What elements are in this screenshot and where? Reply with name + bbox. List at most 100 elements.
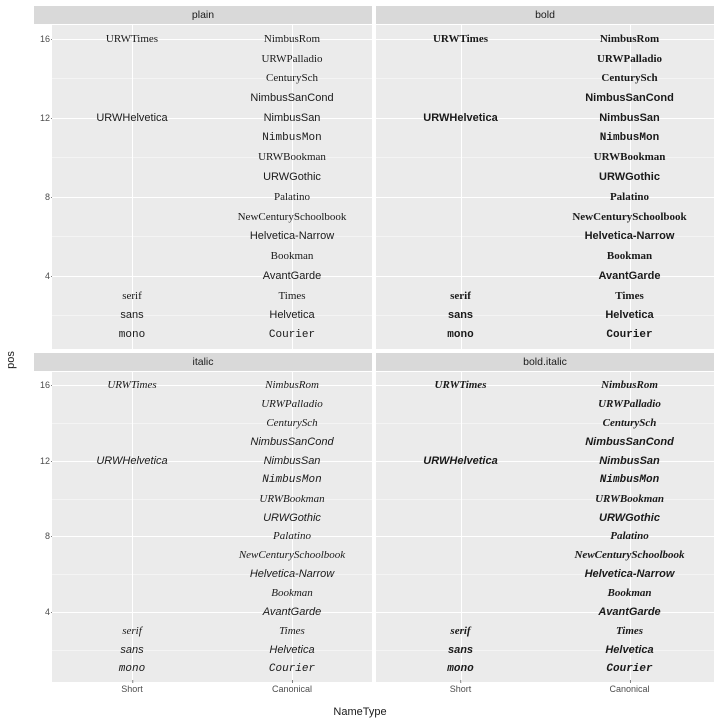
font-label-canonical: CenturySch: [603, 417, 657, 429]
y-tick-label: 16: [34, 34, 50, 44]
font-label-canonical: NewCenturySchoolbook: [574, 549, 684, 561]
font-label-canonical: Helvetica-Narrow: [250, 230, 334, 242]
font-label-canonical: Times: [279, 625, 305, 637]
font-label-canonical: URWPalladio: [598, 398, 661, 410]
font-label-canonical: NimbusMon: [600, 132, 659, 144]
font-label-canonical: NimbusSan: [599, 455, 660, 467]
font-label-canonical: Times: [616, 625, 643, 637]
font-label-short: sans: [120, 309, 143, 321]
font-label-canonical: URWGothic: [263, 512, 321, 524]
y-axis-title: pos: [5, 351, 17, 369]
font-label-short: URWTimes: [435, 379, 487, 391]
x-tick-label: Canonical: [609, 684, 649, 694]
font-label-canonical: NimbusRom: [601, 379, 658, 391]
font-label-short: URWHelvetica: [96, 112, 167, 124]
font-label-canonical: Helvetica-Narrow: [585, 568, 675, 580]
facet-panel: bold URWTimes NimbusRom URWPalladio CenturyS…: [376, 6, 714, 349]
font-label-short: mono: [119, 329, 145, 341]
y-tick-label: 12: [34, 456, 50, 466]
font-label-canonical: AvantGarde: [598, 606, 660, 618]
font-label-canonical: NimbusRom: [600, 33, 659, 45]
font-label-short: URWTimes: [107, 379, 156, 391]
x-tick-label: Short: [121, 684, 143, 694]
font-label-canonical: Helvetica: [269, 644, 314, 656]
plot-area: URWTimesNimbusRomURWPalladioCenturySchNi…: [52, 25, 372, 349]
font-label-canonical: NimbusSan: [264, 112, 321, 124]
font-label-short: serif: [122, 625, 142, 637]
font-label-canonical: Helvetica: [269, 309, 314, 321]
font-label-canonical: NimbusMon: [600, 474, 659, 486]
y-tick-label: 16: [34, 380, 50, 390]
font-label-canonical: Times: [278, 290, 305, 302]
x-tick-label: Short: [450, 684, 472, 694]
font-label-canonical: Palatino: [610, 530, 649, 542]
font-label-canonical: CenturySch: [601, 72, 657, 84]
facet-panel: italic481216URWTimesNimbusRomURWPalladio…: [34, 353, 372, 696]
font-label-canonical: NimbusSanCond: [585, 92, 674, 104]
font-label-canonical: Helvetica-Narrow: [585, 230, 675, 242]
font-label-canonical: URWPalladio: [261, 398, 323, 410]
font-label-short: serif: [122, 290, 142, 302]
font-label-canonical: Bookman: [271, 250, 314, 262]
x-axis: Short Canonical: [376, 682, 714, 696]
font-label-canonical: CenturySch: [266, 417, 317, 429]
y-axis: 481216: [34, 372, 52, 682]
font-label-short: URWHelvetica: [423, 112, 497, 124]
font-label-canonical: AvantGarde: [599, 270, 661, 282]
font-label-canonical: Palatino: [610, 191, 649, 203]
font-label-canonical: Bookman: [607, 250, 652, 262]
font-label-canonical: Courier: [269, 663, 315, 675]
font-label-canonical: NewCenturySchoolbook: [239, 549, 345, 561]
font-label-short: sans: [448, 309, 473, 321]
plot-area: URWTimes NimbusRom URWPalladio CenturySch Ni…: [376, 372, 714, 682]
y-axis: 481216: [34, 25, 52, 349]
font-label-canonical: URWGothic: [263, 171, 321, 183]
font-label-canonical: URWGothic: [599, 171, 660, 183]
y-tick-label: 8: [34, 531, 50, 541]
font-label-canonical: Palatino: [273, 530, 311, 542]
font-label-short: mono: [447, 663, 473, 675]
font-label-short: mono: [119, 663, 145, 675]
font-label-canonical: NimbusSan: [264, 455, 321, 467]
font-label-short: URWHelvetica: [423, 455, 497, 467]
font-label-short: sans: [448, 644, 473, 656]
y-tick-label: 12: [34, 113, 50, 123]
font-label-short: URWHelvetica: [96, 455, 167, 467]
x-tick-label: Canonical: [272, 684, 312, 694]
font-label-canonical: URWBookman: [258, 151, 326, 163]
font-label-canonical: URWBookman: [259, 493, 324, 505]
plot-area: URWTimes NimbusRom URWPalladio CenturySch Ni…: [52, 372, 372, 682]
font-label-canonical: NimbusRom: [265, 379, 319, 391]
facet-strip: plain: [34, 6, 372, 25]
font-label-canonical: Times: [615, 290, 644, 302]
font-label-canonical: CenturySch: [266, 72, 318, 84]
font-label-canonical: URWBookman: [594, 151, 666, 163]
facet-panel: bold.italic URWTimes NimbusRom URWPalladio C…: [376, 353, 714, 696]
font-label-canonical: AvantGarde: [263, 270, 322, 282]
font-label-canonical: NimbusSan: [599, 112, 660, 124]
font-label-canonical: Bookman: [607, 587, 651, 599]
font-label-canonical: Helvetica-Narrow: [250, 568, 334, 580]
font-label-canonical: Helvetica: [605, 309, 653, 321]
font-label-canonical: Courier: [269, 329, 315, 341]
font-label-canonical: AvantGarde: [263, 606, 322, 618]
font-label-canonical: NimbusSanCond: [250, 436, 333, 448]
x-axis: Short Canonical: [52, 682, 372, 696]
font-label-canonical: URWPalladio: [261, 53, 322, 65]
font-label-canonical: NimbusSanCond: [250, 92, 333, 104]
font-label-canonical: NimbusRom: [264, 33, 320, 45]
font-label-canonical: URWBookman: [595, 493, 664, 505]
font-label-canonical: Helvetica: [605, 644, 653, 656]
font-label-canonical: NewCenturySchoolbook: [572, 211, 686, 223]
facet-strip: bold: [376, 6, 714, 25]
font-label-canonical: Palatino: [274, 191, 310, 203]
font-label-canonical: URWPalladio: [597, 53, 662, 65]
x-axis-title: NameType: [333, 706, 386, 718]
y-tick-label: 4: [34, 271, 50, 281]
plot-area: URWTimes NimbusRom URWPalladio CenturySch Ni…: [376, 25, 714, 349]
font-label-short: URWTimes: [433, 33, 488, 45]
font-label-canonical: NimbusSanCond: [585, 436, 674, 448]
font-label-canonical: NimbusMon: [262, 474, 321, 486]
font-label-canonical: NewCenturySchoolbook: [238, 211, 347, 223]
facet-strip: bold.italic: [376, 353, 714, 372]
